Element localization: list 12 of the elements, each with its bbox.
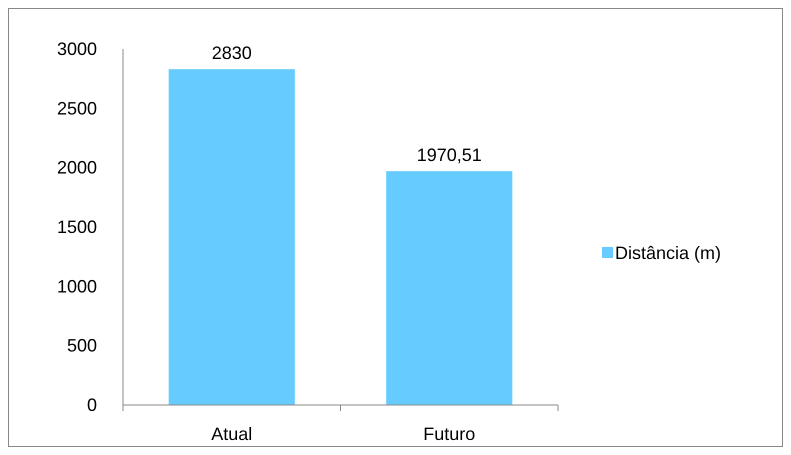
y-tick-label: 1500 bbox=[56, 217, 97, 237]
y-tick-label: 2000 bbox=[56, 158, 97, 178]
x-tick-label: Atual bbox=[211, 424, 252, 444]
x-tick-label: Futuro bbox=[423, 424, 476, 444]
y-tick-label: 500 bbox=[66, 336, 97, 356]
y-tick-label: 3000 bbox=[56, 39, 97, 59]
y-tick-label: 1000 bbox=[56, 276, 97, 296]
legend-label: Distância (m) bbox=[615, 243, 722, 263]
data-label: 1970,51 bbox=[416, 145, 482, 166]
y-tick-label: 2500 bbox=[56, 98, 97, 118]
data-label: 2830 bbox=[212, 43, 252, 64]
y-tick-label: 0 bbox=[86, 395, 97, 415]
